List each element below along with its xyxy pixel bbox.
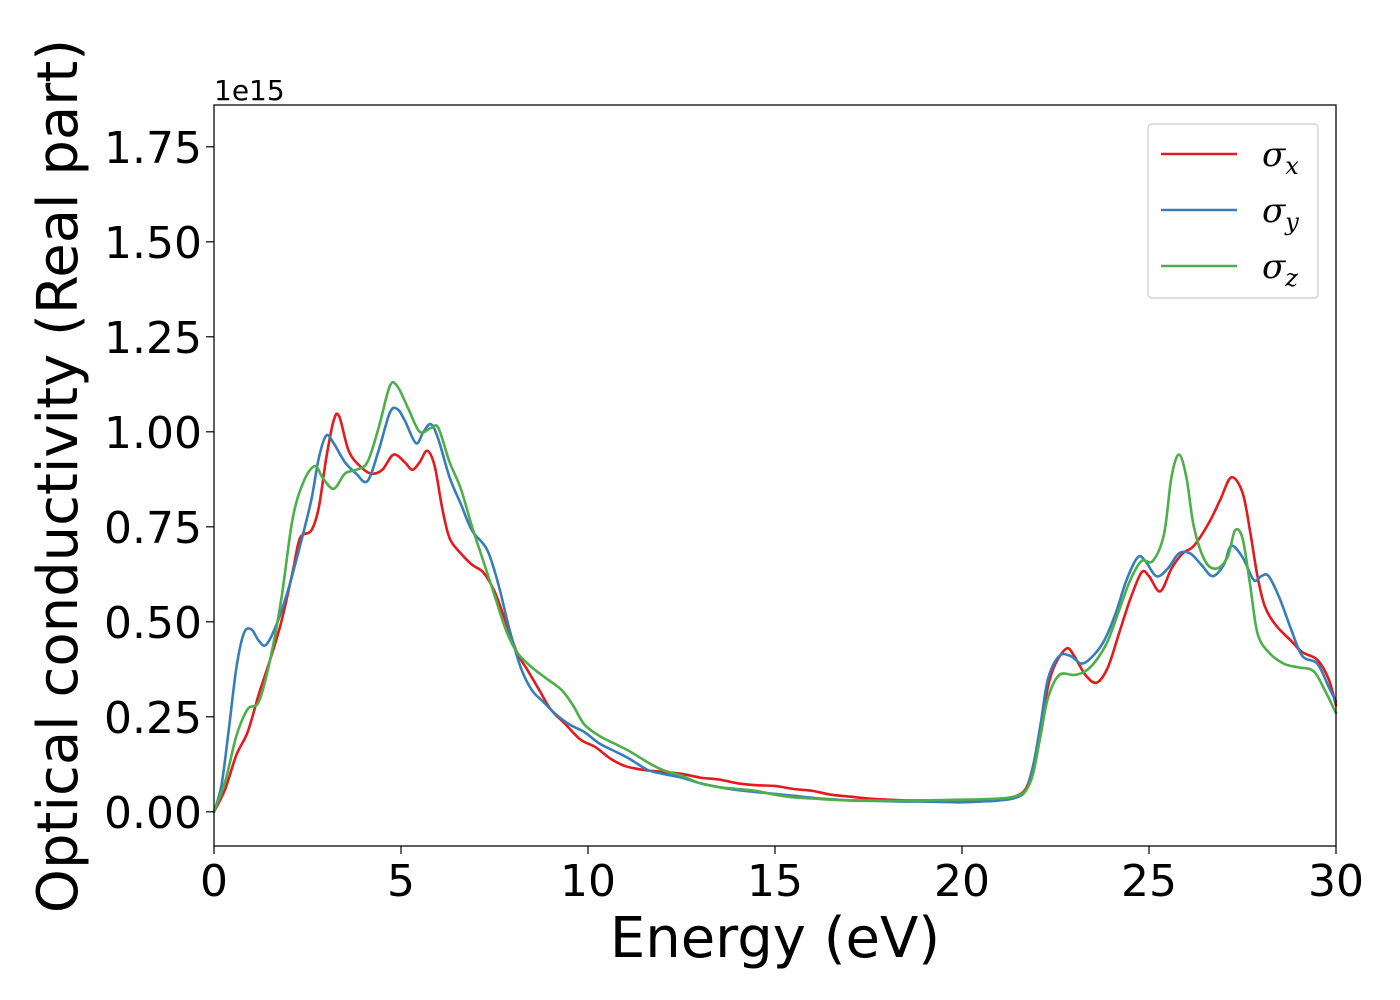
x-tick-label: 25 [1121, 856, 1177, 907]
legend-label-subscript: x [1285, 152, 1299, 180]
y-axis-offset-text: 1e15 [214, 74, 285, 107]
legend-label-subscript: z [1284, 264, 1298, 292]
x-axis-label: Energy (eV) [610, 906, 940, 971]
y-tick-label: 1.75 [104, 123, 202, 174]
x-tick-label: 0 [200, 856, 228, 907]
series-layer [212, 380, 1338, 814]
y-tick-label: 1.00 [104, 408, 202, 459]
y-tick-label: 0.75 [104, 503, 202, 554]
x-tick-label: 15 [747, 856, 803, 907]
x-axis: 0 5 10 15 20 25 30 [200, 846, 1364, 907]
y-tick-label: 0.00 [104, 788, 202, 839]
x-tick-label: 5 [387, 856, 415, 907]
y-tick-label: 1.50 [104, 218, 202, 269]
x-tick-label: 30 [1308, 856, 1364, 907]
x-tick-label: 20 [934, 856, 990, 907]
y-axis-label: Optical conductivity (Real part) [26, 39, 91, 913]
y-tick-label: 0.25 [104, 693, 202, 744]
y-axis: 0.00 0.25 0.50 0.75 1.00 1.25 1.50 1.75 [104, 123, 214, 839]
y-tick-label: 1.25 [104, 313, 202, 364]
y-tick-label: 0.50 [104, 598, 202, 649]
series-line-z [212, 380, 1338, 814]
legend-label-subscript: y [1284, 208, 1299, 236]
x-tick-label: 10 [560, 856, 616, 907]
